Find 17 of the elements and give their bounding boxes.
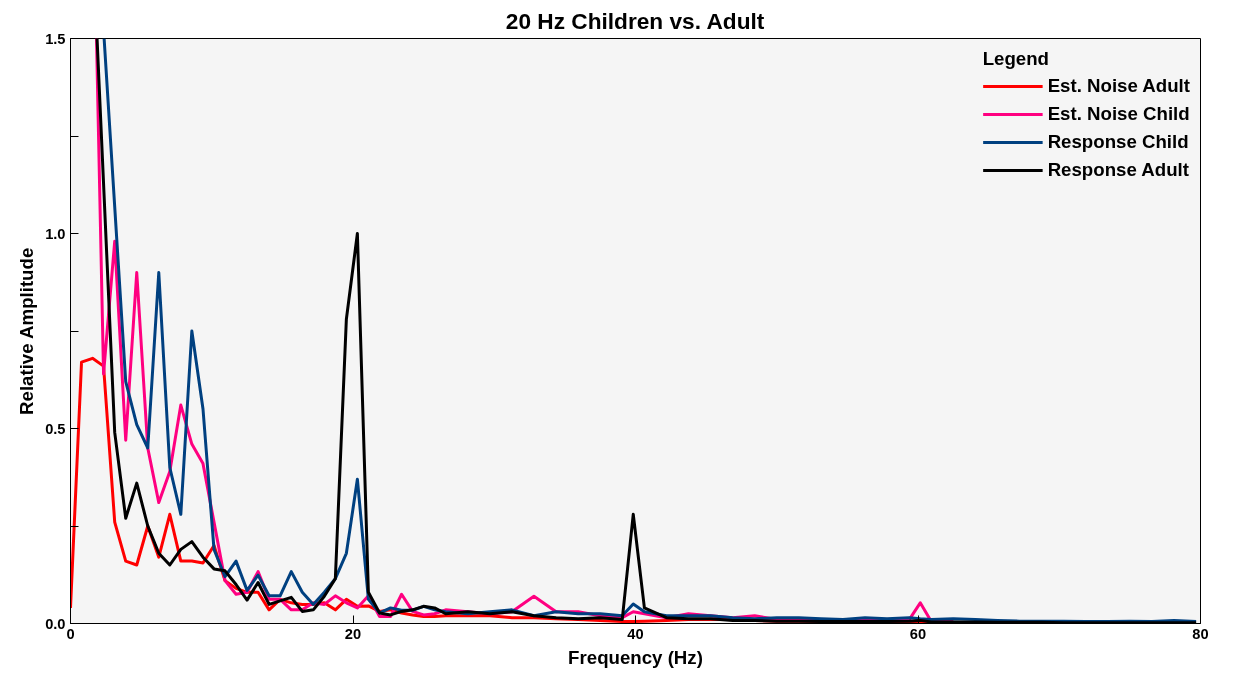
chart-title: 20 Hz Children vs. Adult	[505, 7, 765, 34]
legend-title: Legend	[982, 48, 1050, 70]
x-tick-label: 80	[1192, 625, 1209, 642]
x-tick-label: 40	[627, 625, 644, 642]
y-tick-label: 0.5	[45, 420, 66, 437]
x-tick-label: 60	[909, 625, 927, 642]
x-tick-label: 0	[66, 625, 75, 642]
legend-label: Est. Noise Child	[1047, 103, 1190, 125]
y-tick-label: 0.0	[45, 615, 66, 632]
x-tick-label: 20	[344, 625, 362, 642]
legend-label: Est. Noise Adult	[1047, 75, 1190, 97]
legend-label: Response Child	[1047, 131, 1189, 153]
y-tick-label: 1.0	[45, 225, 66, 242]
y-tick-label: 1.5	[45, 30, 66, 47]
legend-label: Response Adult	[1047, 159, 1189, 181]
y-axis-title: Relative Amplitude	[16, 247, 38, 415]
x-axis-title: Frequency (Hz)	[568, 646, 703, 668]
